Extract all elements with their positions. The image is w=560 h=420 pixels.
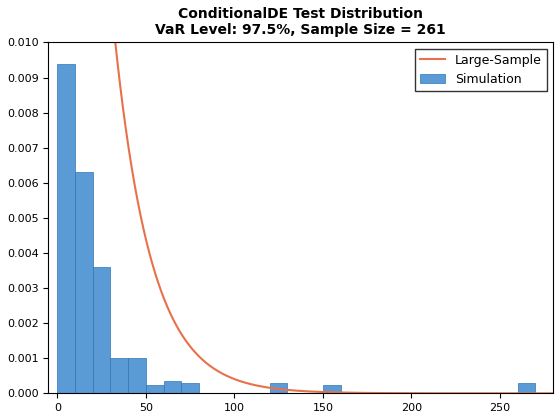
Bar: [146, 385, 164, 394]
Bar: [323, 385, 340, 394]
Large-Sample: [444, 391, 451, 396]
Large-Sample: [535, 391, 542, 396]
Title: ConditionalDE Test Distribution
VaR Level: 97.5%, Sample Size = 261: ConditionalDE Test Distribution VaR Leve…: [155, 7, 446, 37]
Bar: [164, 381, 181, 394]
Legend: Large-Sample, Simulation: Large-Sample, Simulation: [415, 49, 547, 91]
Bar: [110, 358, 128, 394]
Bar: [57, 63, 75, 394]
Bar: [93, 267, 110, 394]
Bar: [128, 358, 146, 394]
Large-Sample: [535, 391, 542, 396]
Large-Sample: [282, 387, 288, 392]
Large-Sample: [550, 391, 557, 396]
Large-Sample: [295, 388, 302, 393]
Bar: [517, 383, 535, 394]
Line: Large-Sample: Large-Sample: [57, 0, 553, 394]
Bar: [75, 172, 93, 394]
Bar: [270, 383, 287, 394]
Bar: [181, 383, 199, 394]
